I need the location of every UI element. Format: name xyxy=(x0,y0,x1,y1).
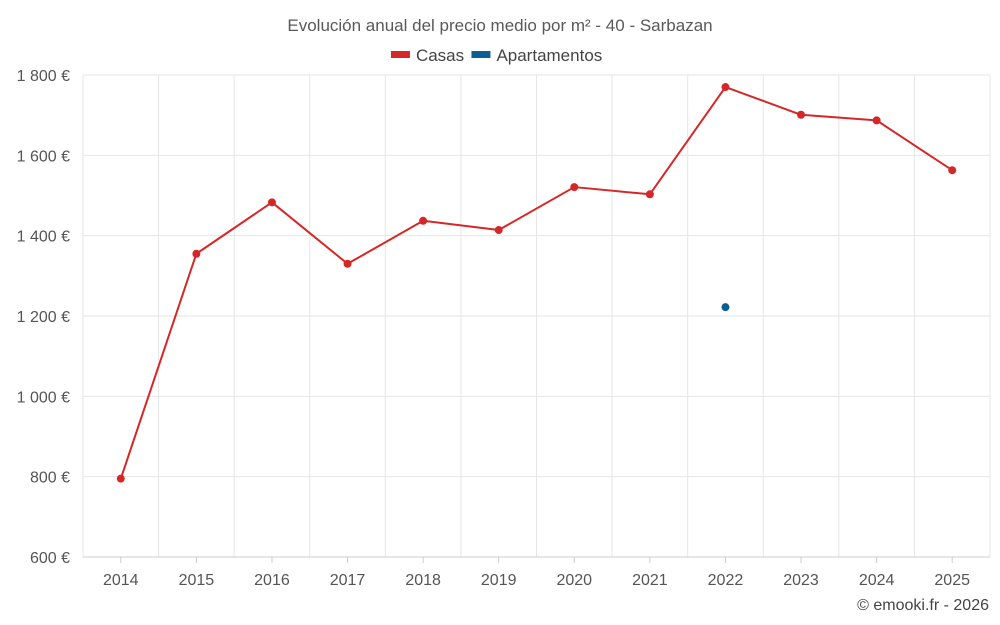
data-point-casas-2016 xyxy=(267,198,276,207)
legend: Casas Apartamentos xyxy=(390,46,602,65)
chart-title: Evolución anual del precio medio por m² … xyxy=(287,16,712,35)
data-point-casas-2021 xyxy=(645,190,654,199)
y-tick-label: 1 400 € xyxy=(17,229,70,246)
data-point-casas-2018 xyxy=(419,216,428,225)
x-tick-label: 2019 xyxy=(481,572,517,589)
data-point-casas-2015 xyxy=(192,249,201,258)
data-point-apartamentos-2022 xyxy=(721,303,730,312)
y-tick-label: 600 € xyxy=(30,550,70,567)
x-tick-label: 2018 xyxy=(405,572,441,589)
data-point-casas-2023 xyxy=(797,110,806,119)
data-point-casas-2025 xyxy=(948,166,957,175)
data-point-casas-2024 xyxy=(872,116,881,125)
x-tick-label: 2024 xyxy=(859,572,895,589)
legend-swatch-apartamentos[interactable] xyxy=(471,51,491,58)
grid xyxy=(82,74,991,557)
x-tick-label: 2021 xyxy=(632,572,668,589)
data-point-casas-2022 xyxy=(721,83,730,92)
data-point-casas-2017 xyxy=(343,259,352,268)
x-axis: 2014 2015 2016 2017 2018 2019 2020 2021 2022 2023… xyxy=(83,556,990,589)
y-tick-label: 1 000 € xyxy=(17,389,70,406)
x-tick-label: 2020 xyxy=(556,572,592,589)
x-tick-label: 2023 xyxy=(783,572,819,589)
x-tick-label: 2015 xyxy=(179,572,215,589)
credit-text: © emooki.fr - 2026 xyxy=(857,597,989,614)
x-tick-label: 2025 xyxy=(934,572,970,589)
y-tick-label: 1 600 € xyxy=(17,148,70,165)
legend-swatch-casas[interactable] xyxy=(390,51,410,58)
x-tick-label: 2017 xyxy=(330,572,366,589)
series-line-casas xyxy=(119,86,953,479)
data-point-casas-2014 xyxy=(116,474,125,483)
y-tick-label: 800 € xyxy=(30,470,70,487)
x-tick-label: 2014 xyxy=(103,572,139,589)
data-point-casas-2019 xyxy=(494,226,503,235)
data-point-casas-2020 xyxy=(570,183,579,192)
legend-label-casas[interactable]: Casas xyxy=(416,46,464,65)
legend-label-apartamentos[interactable]: Apartamentos xyxy=(496,46,602,65)
y-tick-label: 1 800 € xyxy=(17,68,70,85)
y-tick-label: 1 200 € xyxy=(17,309,70,326)
x-tick-label: 2016 xyxy=(254,572,290,589)
y-axis: 600 € 800 € 1 000 € 1 200 € 1 400 € 1 600 € 1 … xyxy=(17,68,70,567)
series-layer xyxy=(116,83,957,483)
x-tick-label: 2022 xyxy=(708,572,744,589)
